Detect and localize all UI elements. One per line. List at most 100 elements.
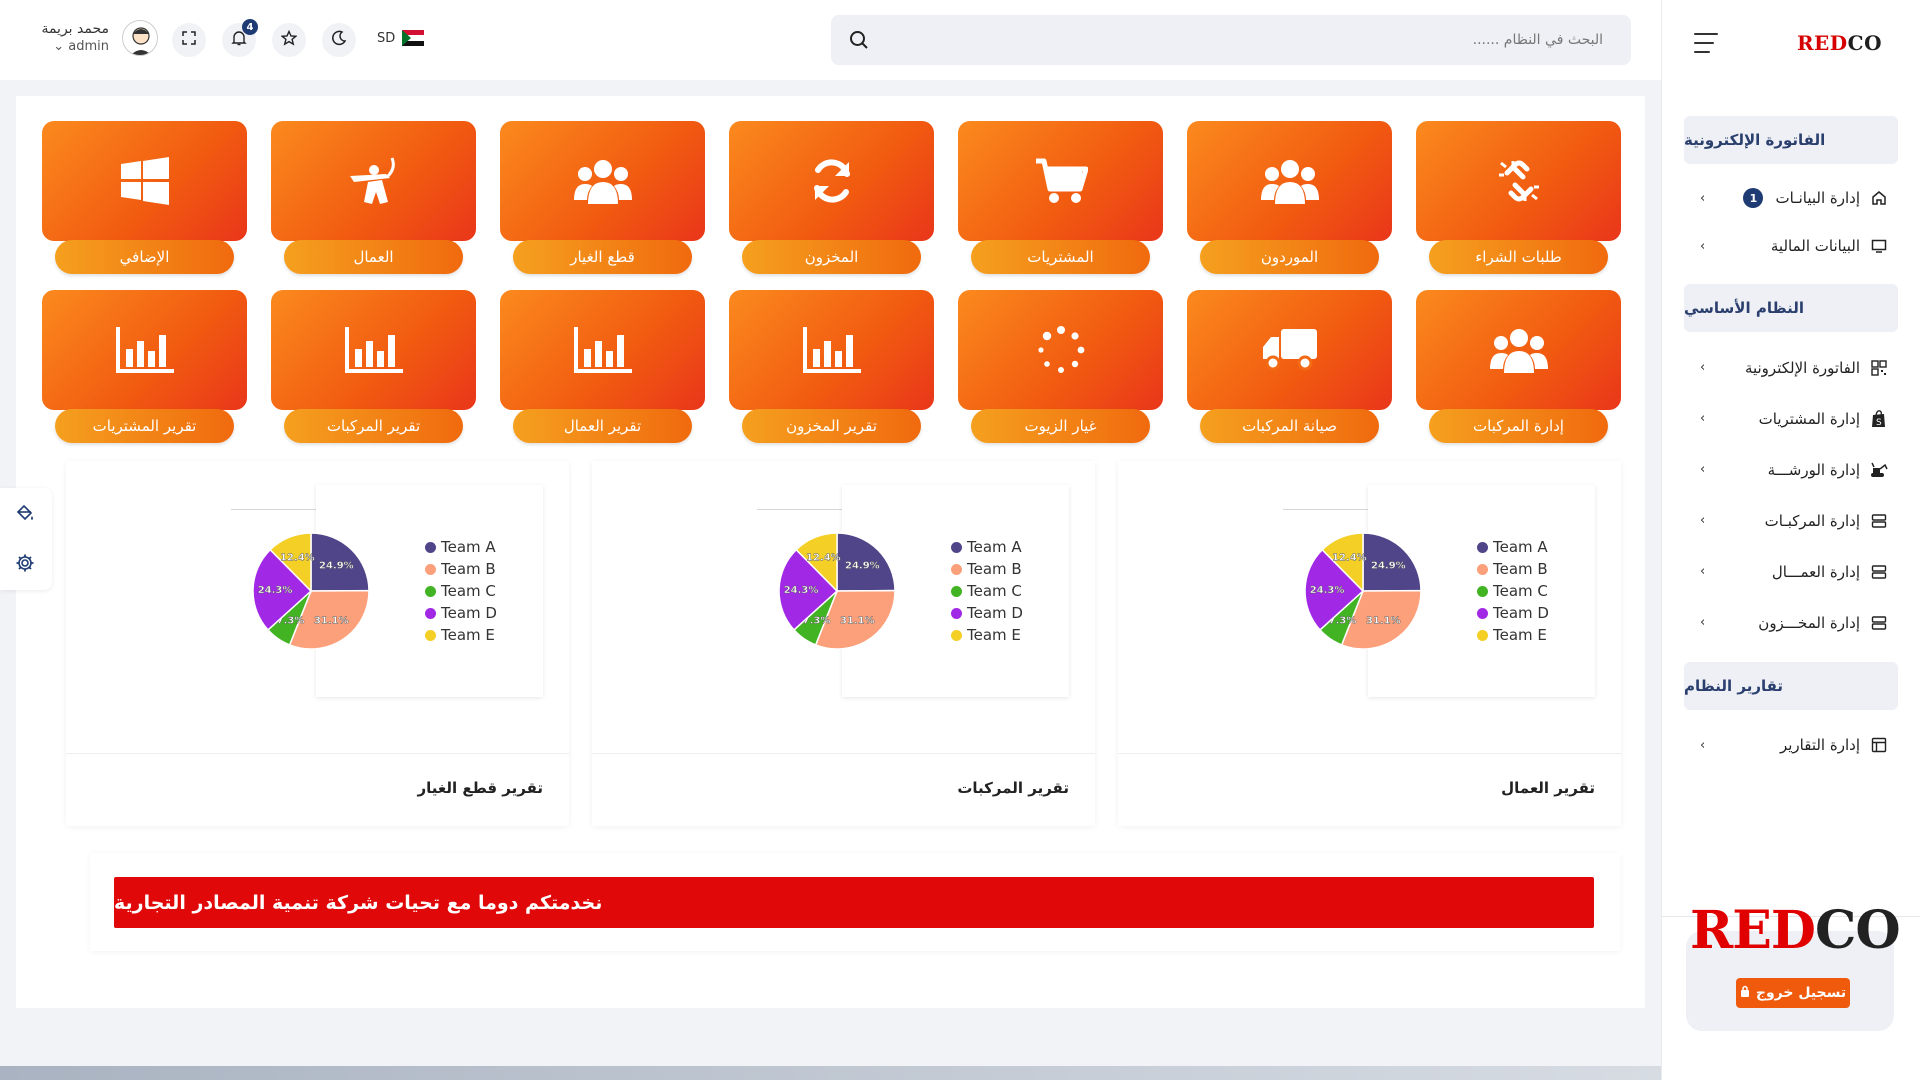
tile-workers-report[interactable]: تقرير العمال: [500, 290, 705, 448]
legend-swatch: [1477, 585, 1488, 597]
avatar[interactable]: [122, 20, 158, 56]
tile-spare-parts[interactable]: قطع الغيار: [500, 121, 705, 279]
pie-slice-team-d: [778, 548, 839, 631]
legend-swatch: [951, 607, 962, 619]
legend-item[interactable]: Team E: [1477, 624, 1549, 646]
paint-bucket-icon[interactable]: [14, 502, 36, 524]
legend-item[interactable]: Team B: [425, 558, 497, 580]
sidebar: REDCO الفاتورة الإلكترونية ‹ 1 إدارة الب…: [1661, 0, 1920, 1080]
worker-icon: [271, 121, 476, 241]
sidebar-item-label: الفاتورة الإلكترونية: [1744, 358, 1860, 377]
language-selector[interactable]: SD: [377, 30, 425, 46]
tile-purchases[interactable]: المشتريات: [958, 121, 1163, 279]
sidebar-item-vehicles[interactable]: ‹ إدارة المركبـات: [1662, 495, 1920, 546]
sidebar-item-report-management[interactable]: ‹ إدارة التقارير: [1662, 720, 1920, 770]
dark-mode-toggle[interactable]: [322, 23, 356, 57]
tile-vehicle-management[interactable]: إدارة المركبات: [1416, 290, 1621, 448]
tile-label: تقرير العمال: [513, 409, 692, 443]
chart-card-vehicles: 24.9% 31.1% 7.3% 24.3% 12.4% Team A Team B Tea…: [592, 461, 1095, 826]
fullscreen-button[interactable]: [172, 23, 206, 57]
chart-legend: Team A Team B Team C Team D Team E: [951, 536, 1023, 646]
sidebar-item-workshop[interactable]: ‹ إدارة الورشـــة: [1662, 444, 1920, 495]
legend-label: Team D: [441, 604, 497, 622]
notifications-button[interactable]: 4: [222, 19, 258, 57]
legend-item[interactable]: Team C: [425, 580, 497, 602]
legend-item[interactable]: Team C: [1477, 580, 1549, 602]
legend-swatch: [951, 563, 962, 575]
sidebar-item-purchases[interactable]: ‹ إدارة المشتريات S: [1662, 393, 1920, 444]
legend-label: Team A: [441, 538, 496, 556]
legend-swatch: [425, 607, 436, 619]
legend-item[interactable]: Team B: [1477, 558, 1549, 580]
pie-data-label: 31.1%: [840, 616, 875, 627]
legend-item[interactable]: Team A: [951, 536, 1023, 558]
pie-slice-team-d: [252, 548, 313, 631]
legend-item[interactable]: Team A: [1477, 536, 1549, 558]
chevron-icon: ‹: [1700, 737, 1706, 753]
gear-icon[interactable]: [14, 552, 36, 574]
legend-item[interactable]: Team E: [425, 624, 497, 646]
search-input[interactable]: [883, 15, 1603, 65]
legend-swatch: [1477, 629, 1488, 641]
server-icon: [1870, 614, 1888, 632]
legend-item[interactable]: Team D: [951, 602, 1023, 624]
sidebar-item-label: إدارة العمـــال: [1771, 562, 1860, 581]
pie-slice-team-a: [1362, 532, 1422, 592]
tile-inventory[interactable]: المخزون: [729, 121, 934, 279]
tile-vehicles-report[interactable]: تقرير المركبات: [271, 290, 476, 448]
sidebar-item-workers[interactable]: ‹ إدارة العمـــال: [1662, 546, 1920, 597]
pie-data-label: 31.1%: [314, 616, 349, 627]
legend-label: Team E: [967, 626, 1021, 644]
legend-swatch: [425, 629, 436, 641]
sidebar-item-inventory[interactable]: ‹ إدارة المخـــزون: [1662, 597, 1920, 648]
legend-swatch: [951, 541, 962, 553]
tile-label: غيار الزيوت: [971, 409, 1150, 443]
legend-item[interactable]: Team B: [951, 558, 1023, 580]
chevron-icon: ‹: [1700, 513, 1706, 528]
legend-label: Team B: [441, 560, 496, 578]
menu-toggle-icon[interactable]: [1694, 33, 1720, 53]
sidebar-item-e-invoice[interactable]: ‹ الفاتورة الإلكترونية: [1662, 342, 1920, 393]
bottom-scrollbar[interactable]: [0, 1066, 1661, 1080]
sidebar-logo[interactable]: REDCO: [1796, 31, 1882, 55]
tile-vehicle-maintenance[interactable]: صيانة المركبات: [1187, 290, 1392, 448]
tile-workers[interactable]: العمال: [271, 121, 476, 279]
tile-label: الموردون: [1200, 240, 1379, 274]
tile-extra[interactable]: الإضافي: [42, 121, 247, 279]
logout-button[interactable]: تسجيل خروج: [1736, 978, 1850, 1008]
legend-item[interactable]: Team C: [951, 580, 1023, 602]
legend-swatch: [951, 629, 962, 641]
pie-chart: 24.9% 31.1% 7.3% 24.3% 12.4%: [1304, 532, 1422, 650]
legend-item[interactable]: Team A: [425, 536, 497, 558]
chevron-icon: ‹: [1700, 190, 1706, 206]
sidebar-item-financial-data[interactable]: ‹ البيانات المالية: [1662, 222, 1920, 270]
legend-label: Team C: [441, 582, 496, 600]
spinner-icon: [958, 290, 1163, 410]
pie-slice-team-b: [814, 589, 896, 650]
tile-inventory-report[interactable]: تقرير المخزون: [729, 290, 934, 448]
excavator-icon: [1870, 461, 1888, 479]
legend-item[interactable]: Team E: [951, 624, 1023, 646]
search-icon[interactable]: [849, 30, 869, 54]
users-icon: [1187, 121, 1392, 241]
legend-label: Team D: [1493, 604, 1549, 622]
tile-suppliers[interactable]: الموردون: [1187, 121, 1392, 279]
tile-label: المخزون: [742, 240, 921, 274]
pie-data-label: 7.3%: [1329, 616, 1357, 627]
legend-swatch: [425, 563, 436, 575]
legend-label: Team E: [441, 626, 495, 644]
sidebar-item-data-management[interactable]: ‹ 1 إدارة البيانـات: [1662, 174, 1920, 222]
tile-purchase-requests[interactable]: طلبات الشراء: [1416, 121, 1621, 279]
tile-label: إدارة المركبات: [1429, 409, 1608, 443]
sidebar-header: REDCO: [1662, 0, 1920, 86]
tile-purchases-report[interactable]: تقرير المشتريات: [42, 290, 247, 448]
user-info[interactable]: محمد بريمة ⌄ admin: [29, 21, 109, 54]
favorites-button[interactable]: [272, 23, 306, 57]
legend-item[interactable]: Team D: [1477, 602, 1549, 624]
server-icon: [1870, 512, 1888, 530]
tile-oil-change[interactable]: غيار الزيوت: [958, 290, 1163, 448]
notifications-badge: 4: [242, 19, 258, 35]
legend-item[interactable]: Team D: [425, 602, 497, 624]
pie-data-label: 24.3%: [1310, 585, 1345, 596]
tile-label: تقرير المخزون: [742, 409, 921, 443]
